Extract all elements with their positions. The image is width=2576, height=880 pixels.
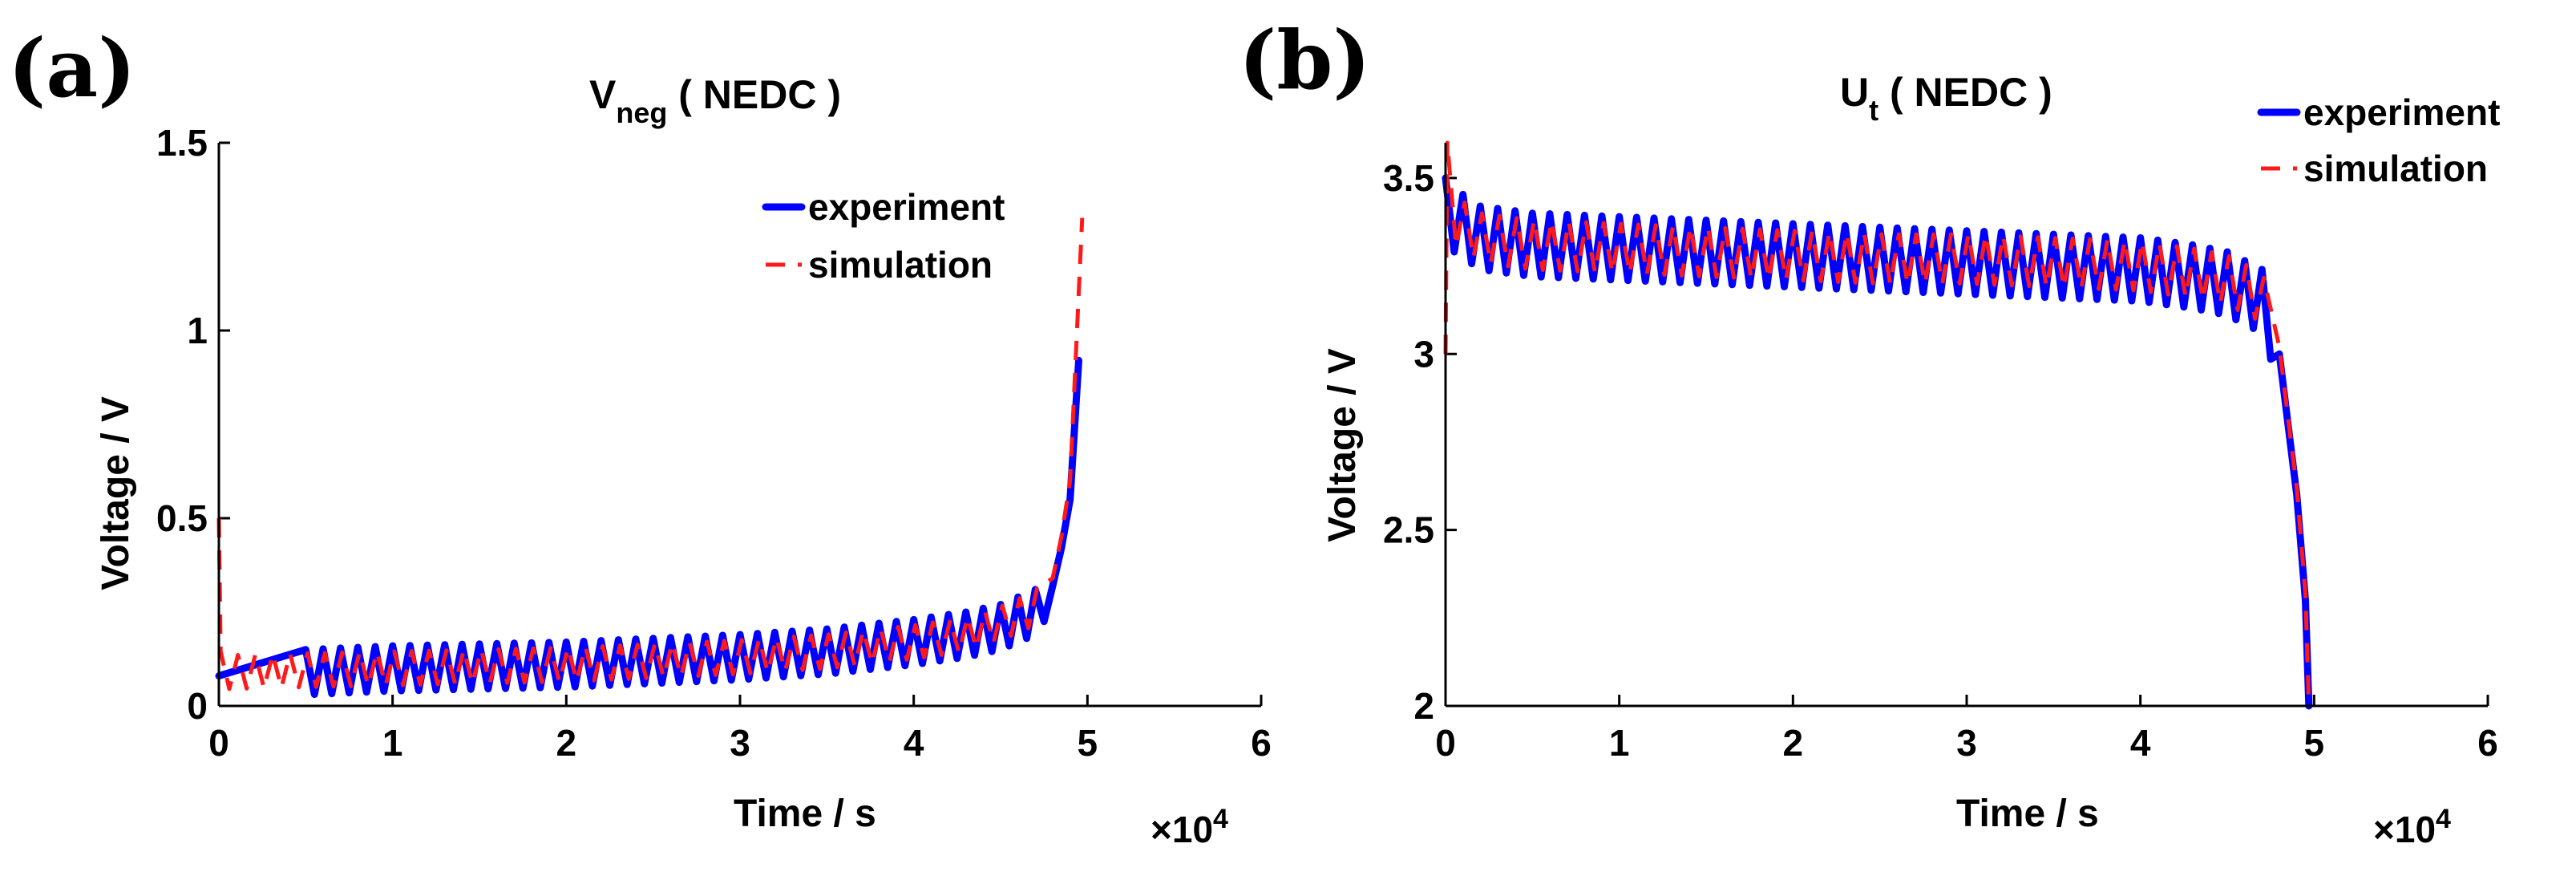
panel-b-title: Ut ( NEDC ) bbox=[1840, 70, 2052, 127]
panel-b-legend: experiment simulation bbox=[2257, 91, 2500, 189]
panel-b-legend-sim-label: simulation bbox=[2303, 148, 2488, 189]
panel-a-x-multiplier: ×104 bbox=[1151, 804, 1228, 850]
panel-b-x-tick-label: 3 bbox=[1956, 722, 1977, 764]
panel-b-x-tick-label: 2 bbox=[1783, 722, 1804, 764]
panel-a-title: Vneg ( NEDC ) bbox=[589, 72, 841, 129]
panel-b-y-tick-label: 2 bbox=[1413, 685, 1434, 727]
panel-b: (b) Ut ( NEDC ) 0 1 2 3 4 5 6 2 2.5 3 3.5 Time / s… bbox=[1239, 13, 2500, 850]
panel-a-y-tick-label: 0.5 bbox=[156, 497, 208, 539]
panel-b-ticks: 0 1 2 3 4 5 6 2 2.5 3 3.5 bbox=[1383, 157, 2498, 764]
panel-b-axes bbox=[1444, 143, 2488, 708]
panel-b-letter: (b) bbox=[1239, 13, 1371, 107]
panel-a-x-tick-label: 1 bbox=[382, 722, 403, 764]
panel-a-x-tick-label: 2 bbox=[556, 722, 577, 764]
panel-a-y-tick-label: 1 bbox=[187, 310, 208, 351]
panel-b-xlabel: Time / s bbox=[1956, 793, 2099, 835]
panel-b-ylabel: Voltage / V bbox=[1321, 348, 1364, 542]
panel-b-series bbox=[1442, 140, 2313, 710]
panel-a-x-tick-label: 0 bbox=[208, 722, 229, 764]
panel-b-title-sub: t bbox=[1869, 94, 1878, 127]
panel-a-x-tick-label: 6 bbox=[1251, 722, 1272, 764]
panel-b-series-simulation bbox=[1443, 140, 2311, 707]
panel-b-x-tick-label: 1 bbox=[1609, 722, 1630, 764]
panel-a-series-simulation bbox=[216, 217, 1085, 691]
panel-a-x-tick-label: 3 bbox=[730, 722, 750, 764]
panel-b-title-rest: ( NEDC ) bbox=[1878, 70, 2052, 115]
panel-b-y-tick-label: 3.5 bbox=[1383, 157, 1434, 199]
panel-a-title-sub: neg bbox=[616, 96, 667, 129]
panel-a: (a) Vneg ( NEDC ) 0 1 2 3 4 5 6 0 0.5 1 1.5 Time /… bbox=[8, 21, 1272, 850]
panel-a-axes bbox=[217, 143, 1261, 708]
panel-b-x-tick-label: 4 bbox=[2130, 722, 2151, 764]
panel-b-x-tick-label: 0 bbox=[1435, 722, 1456, 764]
panel-a-ylabel: Voltage / V bbox=[95, 396, 137, 590]
panel-a-letter: (a) bbox=[8, 21, 135, 116]
panel-b-x-tick-label: 5 bbox=[2304, 722, 2325, 764]
panel-a-y-tick-label: 0 bbox=[187, 685, 208, 727]
panel-a-legend-exp-label: experiment bbox=[808, 186, 1005, 228]
panel-a-series-experiment bbox=[215, 356, 1082, 698]
panel-b-legend-exp-label: experiment bbox=[2303, 91, 2500, 133]
panel-b-y-tick-label: 2.5 bbox=[1383, 509, 1434, 551]
panel-a-x-tick-label: 4 bbox=[904, 722, 924, 764]
panel-b-x-tick-label: 6 bbox=[2477, 722, 2498, 764]
panel-a-xlabel: Time / s bbox=[734, 793, 876, 835]
panel-a-y-tick-label: 1.5 bbox=[156, 122, 208, 164]
panel-a-legend: experiment simulation bbox=[762, 186, 1005, 286]
panel-b-title-main: U bbox=[1840, 70, 1869, 115]
panel-b-y-tick-label: 3 bbox=[1413, 333, 1434, 375]
panel-b-series-experiment bbox=[1442, 174, 2313, 710]
panel-a-legend-sim-label: simulation bbox=[808, 244, 993, 286]
panel-a-title-main: V bbox=[589, 72, 617, 117]
panel-a-title-rest: ( NEDC ) bbox=[667, 72, 841, 117]
panel-a-ticks: 0 1 2 3 4 5 6 0 0.5 1 1.5 bbox=[156, 122, 1272, 764]
panel-a-series bbox=[215, 217, 1085, 698]
panel-a-x-tick-label: 5 bbox=[1078, 722, 1098, 764]
panel-b-x-multiplier: ×104 bbox=[2373, 804, 2451, 850]
